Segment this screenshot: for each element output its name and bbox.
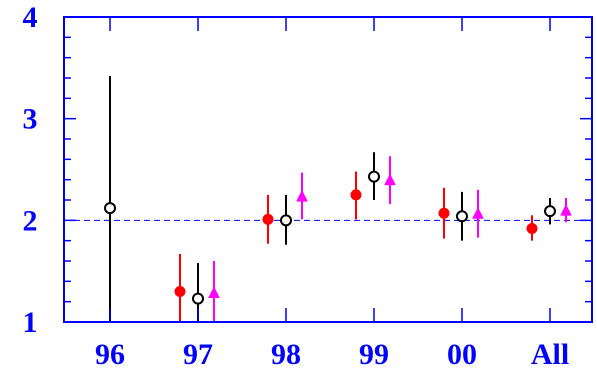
data-point [192,292,204,305]
data-point [174,286,186,297]
data-point [104,202,116,215]
data-point [350,189,362,201]
data-point [384,173,396,186]
data-point [280,214,292,227]
data-point [368,170,380,183]
data-point [560,204,572,216]
data-point [544,205,556,218]
x-tick-label: 98 [271,338,301,371]
data-point [296,189,308,202]
data-point [526,222,538,234]
x-tick-label: 00 [447,338,477,371]
y-tick-label: 2 [23,204,38,237]
x-tick-label: 97 [183,338,213,371]
data-point [472,207,484,219]
data-point [456,210,468,223]
x-tick-label: All [531,338,569,371]
data-point [438,207,450,219]
y-tick-label: 3 [23,103,38,136]
plot-frame [63,16,593,323]
x-tick-label: 96 [95,338,125,371]
data-point [262,213,274,225]
y-tick-label: 4 [23,1,38,34]
x-tick-label: 99 [359,338,389,371]
data-point [208,286,220,299]
y-tick-label: 1 [23,306,38,339]
